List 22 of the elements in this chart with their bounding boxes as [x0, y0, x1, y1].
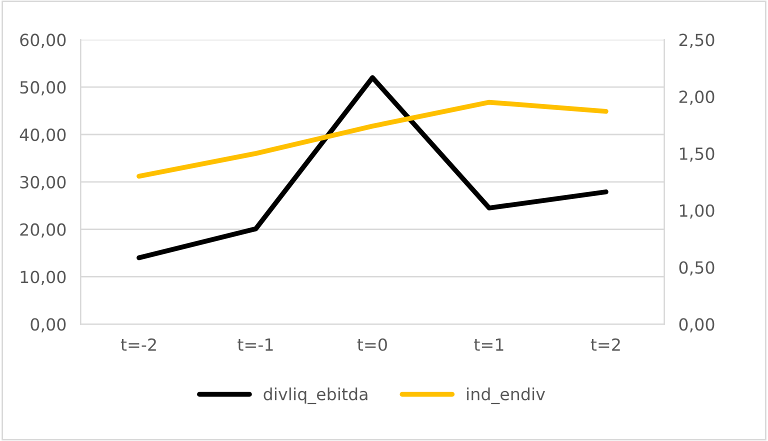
- x-tick-label: t=0: [357, 338, 387, 351]
- y-tick-label: 40,00: [20, 128, 66, 143]
- y2-tick-label: 2,00: [679, 90, 714, 105]
- y-tick-label: 20,00: [20, 223, 66, 238]
- legend-label: ind_endiv: [467, 387, 546, 404]
- y2-tick-label: 0,00: [679, 318, 714, 332]
- y2-tick-label: 0,50: [679, 261, 714, 276]
- line-series: [136, 75, 608, 260]
- x-tick-label: t=2: [590, 338, 620, 351]
- y-tick-label: 50,00: [20, 81, 66, 96]
- x-tick-label: t=-2: [120, 338, 156, 351]
- y-tick-label: 0,00: [30, 318, 66, 332]
- y2-tick-label: 1,50: [680, 147, 714, 162]
- y2-tick-label: 1,00: [680, 204, 714, 219]
- y2-tick-label: 2,50: [679, 34, 714, 48]
- x-tick-label: t=1: [474, 338, 504, 351]
- line-series: [136, 100, 608, 179]
- y-tick-label: 10,00: [20, 270, 66, 285]
- y-tick-label: 30,00: [20, 176, 66, 190]
- legend-label: divliq_ebitda: [264, 387, 368, 404]
- y-tick-label: 60,00: [20, 34, 66, 48]
- x-tick-label: t=-1: [238, 338, 273, 351]
